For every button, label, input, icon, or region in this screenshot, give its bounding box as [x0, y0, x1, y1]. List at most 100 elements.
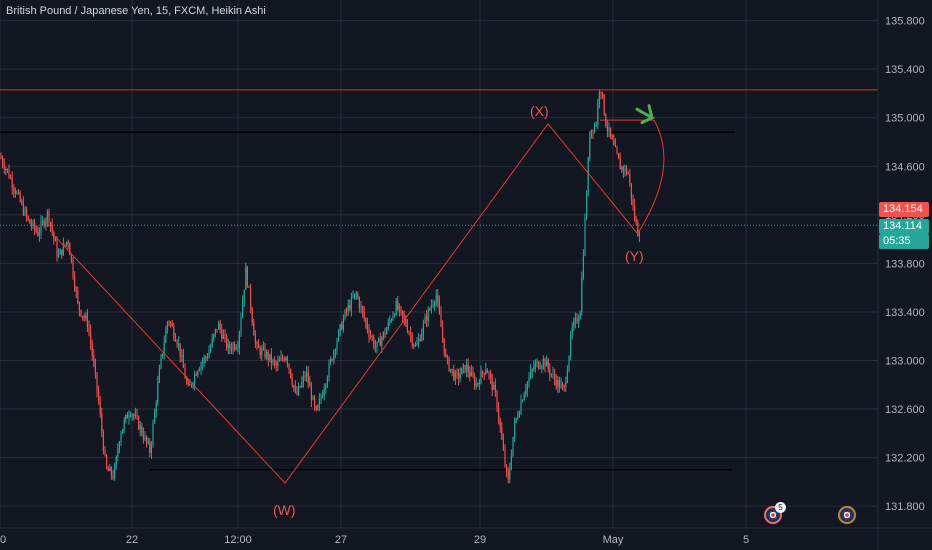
candle-body	[507, 470, 509, 480]
candle-body	[250, 287, 252, 309]
symbol-title[interactable]: British Pound / Japanese Yen, 15, FXCM, …	[6, 5, 266, 17]
candle-body	[554, 373, 556, 380]
candle-body	[310, 386, 312, 400]
candle-body	[293, 385, 295, 388]
candle-body	[141, 425, 143, 435]
candle-body	[32, 222, 34, 226]
candle-body	[342, 318, 344, 330]
candle-body	[322, 395, 324, 398]
candle-body	[186, 378, 188, 383]
candle-body	[469, 372, 471, 377]
candle-body	[538, 361, 540, 369]
candle-body	[430, 305, 432, 310]
candle-body	[82, 315, 84, 317]
price-levels	[0, 89, 878, 471]
candle-body	[408, 331, 410, 334]
candle-body	[394, 314, 396, 316]
candle-body	[320, 397, 322, 399]
candle-body	[315, 406, 317, 410]
candle-body	[421, 333, 423, 341]
candle-body	[112, 475, 114, 478]
candle-body	[262, 347, 264, 350]
candle-body	[158, 367, 160, 383]
candle-body	[48, 211, 50, 223]
candle-body	[3, 164, 5, 170]
candle-body	[334, 349, 336, 352]
candle-body	[480, 371, 482, 384]
candle-body	[30, 223, 32, 226]
candle-body	[419, 339, 421, 341]
candle-body	[579, 312, 581, 320]
candle-body	[530, 371, 532, 378]
candle-body	[288, 364, 290, 369]
candle-body	[146, 436, 148, 443]
candle-body	[344, 310, 346, 319]
candle-body	[384, 332, 386, 335]
candle-body	[85, 315, 87, 318]
candle-body	[464, 364, 466, 373]
candle-body	[406, 325, 408, 332]
candle-body	[290, 368, 292, 378]
candle-body	[573, 321, 575, 327]
candle-body	[147, 442, 149, 444]
candle-body	[128, 415, 130, 419]
uk-flag-event-icon[interactable]: 5	[764, 502, 786, 524]
wave-drawing: (W) (X) (Y)	[51, 103, 665, 518]
candle-body	[600, 91, 602, 93]
candle-body	[602, 92, 604, 95]
candle-body	[243, 289, 245, 302]
candle-body	[523, 393, 525, 401]
candle-body	[458, 373, 460, 379]
candle-body	[621, 166, 623, 170]
candle-body	[526, 382, 528, 390]
candle-body	[437, 295, 439, 302]
candle-body	[371, 336, 373, 338]
last-price-tag: 134.114	[879, 219, 929, 234]
candle-body	[347, 305, 349, 311]
candle-body	[203, 357, 205, 362]
candle-body	[350, 297, 352, 310]
candle-body	[152, 423, 154, 444]
candle-body	[216, 329, 218, 331]
candle-body	[446, 356, 448, 358]
candle-body	[176, 341, 178, 345]
candle-body	[45, 220, 47, 226]
candle-body	[242, 301, 244, 318]
candle-body	[453, 369, 455, 380]
candle-body	[195, 374, 197, 376]
candle-body	[478, 382, 480, 384]
candle-body	[517, 416, 519, 419]
candle-body	[69, 243, 71, 256]
candle-body	[197, 370, 199, 376]
candle-body	[392, 315, 394, 320]
candle-body	[630, 183, 632, 200]
grid	[0, 0, 878, 528]
candle-body	[42, 220, 44, 222]
candle-body	[398, 306, 400, 310]
candle-body	[240, 317, 242, 333]
candle-body	[275, 362, 277, 366]
candle-body	[125, 414, 127, 421]
candle-body	[435, 295, 437, 303]
candle-body	[504, 450, 506, 466]
candle-body	[122, 428, 124, 434]
candle-body	[584, 217, 586, 256]
candle-body	[400, 306, 402, 311]
candle-body	[37, 231, 39, 236]
candle-body	[318, 398, 320, 406]
candle-body	[154, 411, 156, 424]
candle-body	[632, 199, 634, 206]
candle-body	[213, 334, 215, 339]
candle-body	[109, 467, 111, 472]
candle-body	[501, 427, 503, 440]
candle-body	[589, 137, 591, 159]
candle-body	[202, 361, 204, 364]
candle-body	[18, 192, 20, 194]
candle-body	[488, 373, 490, 375]
union-jack-icon	[842, 510, 852, 520]
candle-body	[210, 346, 212, 352]
candle-body	[594, 125, 596, 132]
uk-flag-event-icon[interactable]	[838, 506, 856, 524]
